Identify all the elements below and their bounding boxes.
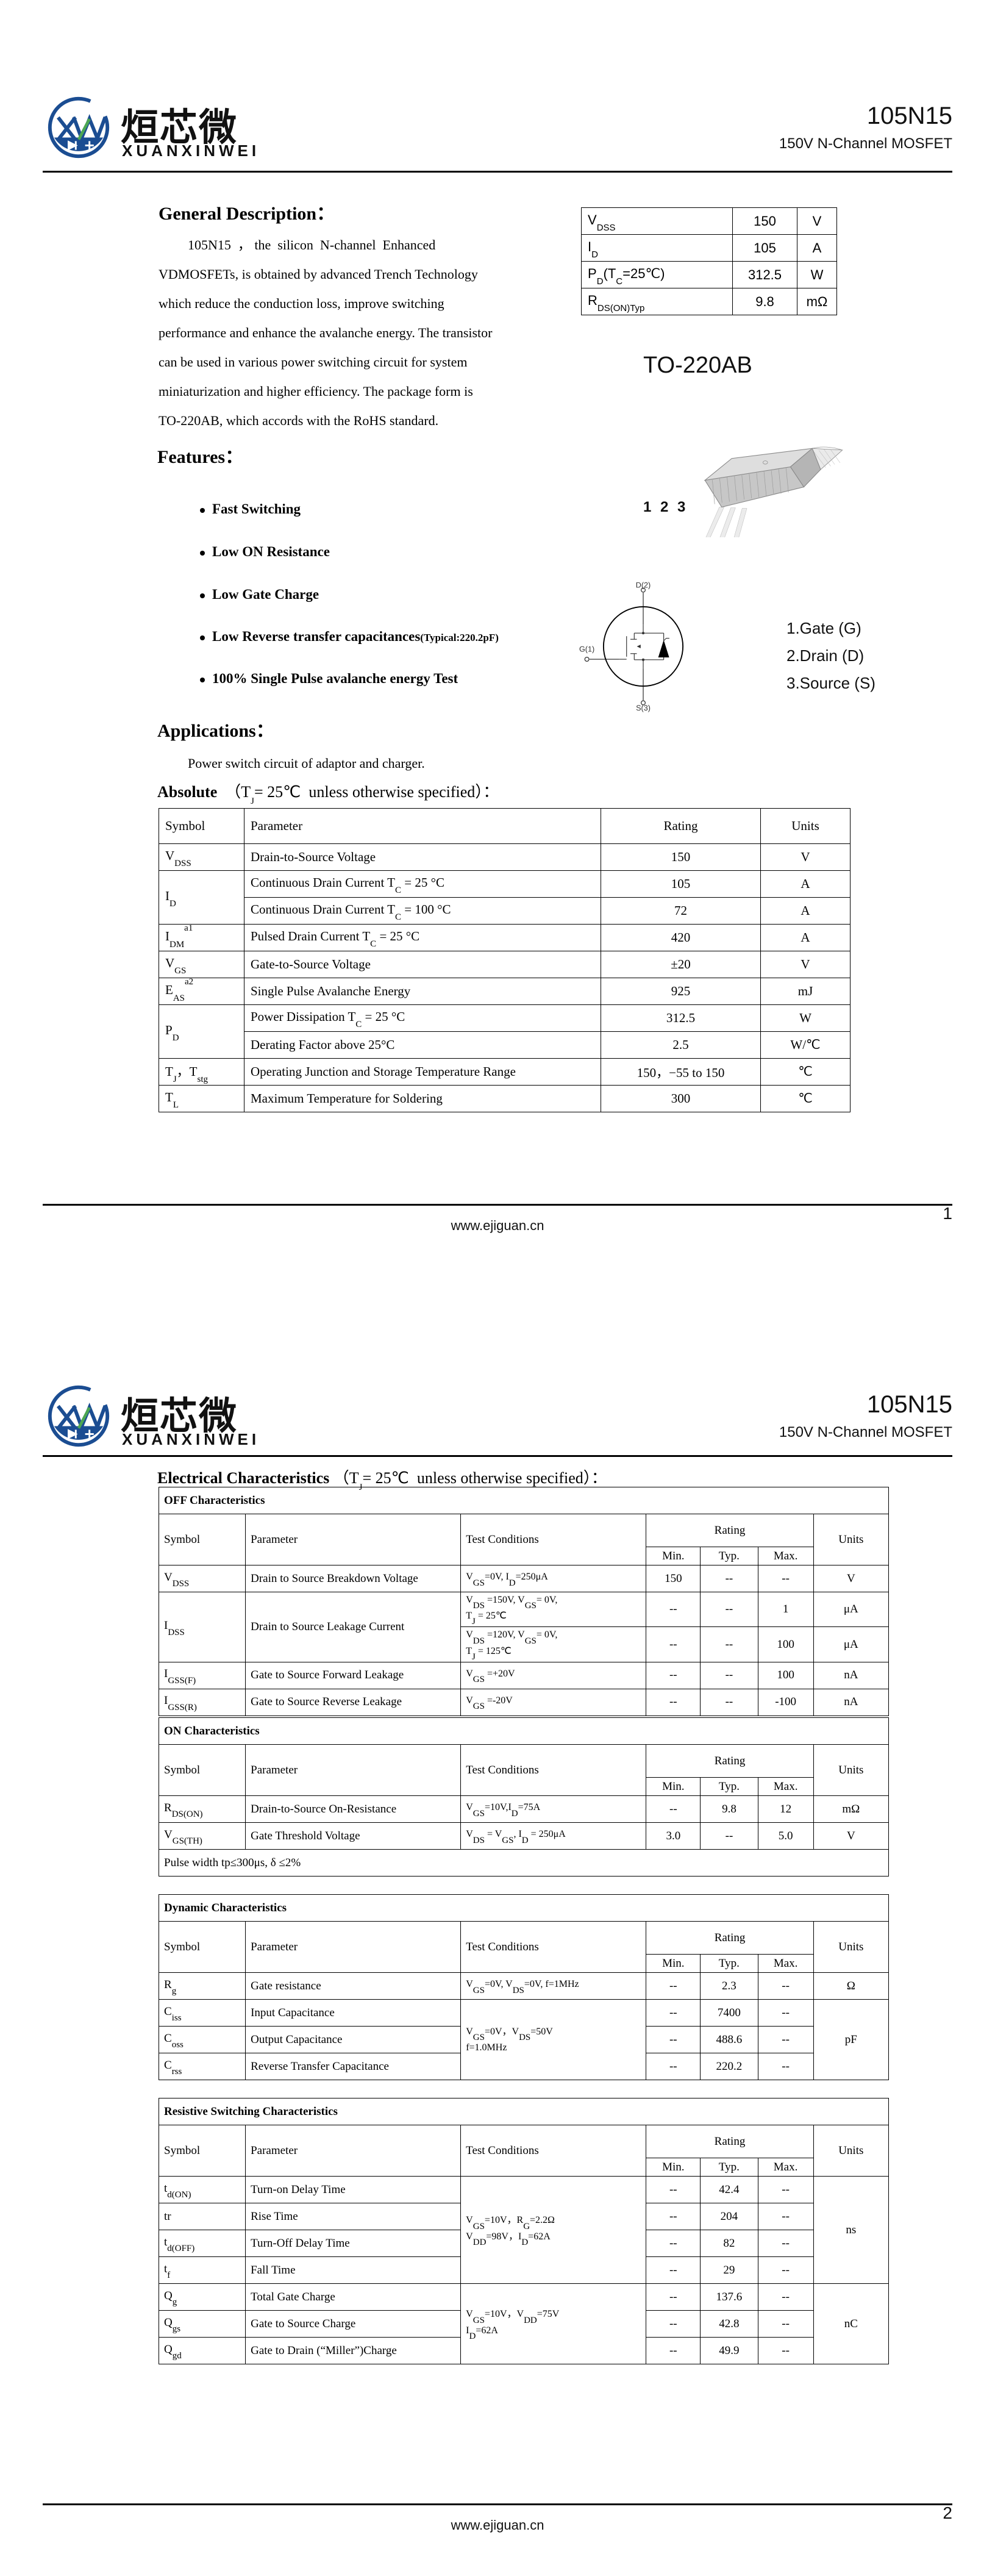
svg-text:D(2): D(2) xyxy=(636,581,651,589)
svg-text:S(3): S(3) xyxy=(636,704,651,712)
svg-text:G(1): G(1) xyxy=(579,645,594,653)
